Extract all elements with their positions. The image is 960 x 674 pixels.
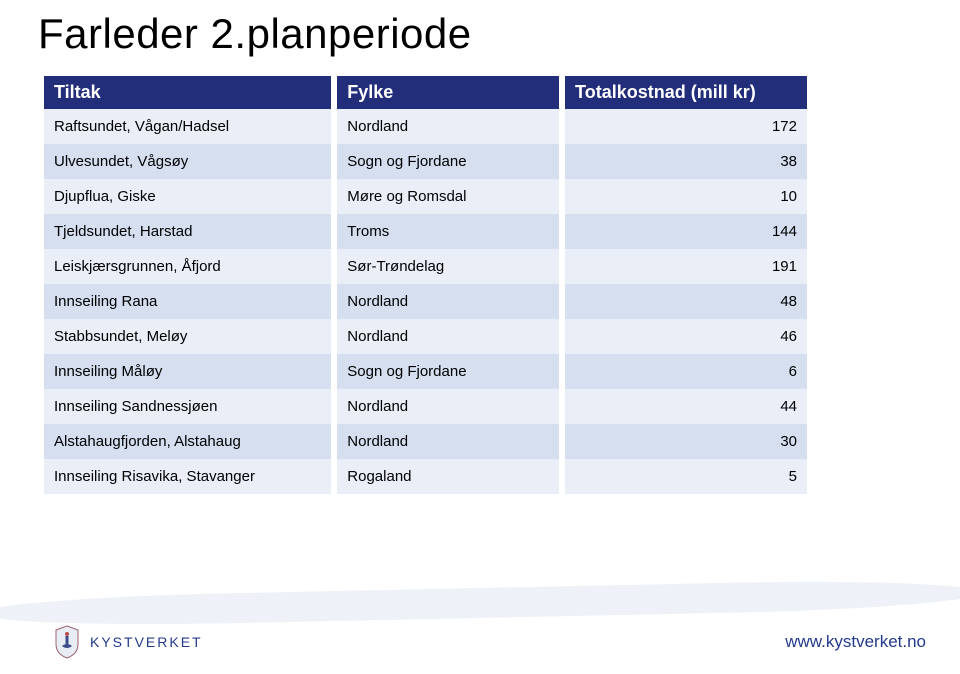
table-row: Innseiling MåløySogn og Fjordane6 [44, 354, 807, 389]
cell-total: 172 [565, 109, 807, 144]
table-row: Djupflua, GiskeMøre og Romsdal10 [44, 179, 807, 214]
cell-tiltak: Innseiling Måløy [44, 354, 331, 389]
crest-icon [52, 624, 82, 660]
cell-tiltak: Ulvesundet, Vågsøy [44, 144, 331, 179]
cell-fylke: Nordland [337, 284, 559, 319]
cell-total: 46 [565, 319, 807, 354]
table-header: Tiltak Fylke Totalkostnad (mill kr) [44, 76, 807, 109]
cell-tiltak: Innseiling Rana [44, 284, 331, 319]
cell-tiltak: Leiskjærsgrunnen, Åfjord [44, 249, 331, 284]
page-title: Farleder 2.planperiode [38, 10, 472, 58]
cell-tiltak: Raftsundet, Vågan/Hadsel [44, 109, 331, 144]
cell-total: 191 [565, 249, 807, 284]
cell-fylke: Nordland [337, 389, 559, 424]
table-row: Innseiling Risavika, StavangerRogaland5 [44, 459, 807, 494]
cell-fylke: Nordland [337, 424, 559, 459]
cell-tiltak: Tjeldsundet, Harstad [44, 214, 331, 249]
cell-total: 5 [565, 459, 807, 494]
table-row: Innseiling RanaNordland48 [44, 284, 807, 319]
cell-tiltak: Alstahaugfjorden, Alstahaug [44, 424, 331, 459]
cell-tiltak: Innseiling Sandnessjøen [44, 389, 331, 424]
col-fylke: Fylke [337, 76, 559, 109]
cell-fylke: Møre og Romsdal [337, 179, 559, 214]
page: Farleder 2.planperiode Tiltak Fylke Tota… [0, 0, 960, 674]
cell-total: 30 [565, 424, 807, 459]
cell-total: 6 [565, 354, 807, 389]
footer-band-shape [0, 578, 960, 629]
cell-fylke: Troms [337, 214, 559, 249]
cell-tiltak: Stabbsundet, Meløy [44, 319, 331, 354]
cell-total: 38 [565, 144, 807, 179]
cell-tiltak: Djupflua, Giske [44, 179, 331, 214]
footer-url: www.kystverket.no [785, 632, 926, 652]
cell-fylke: Sogn og Fjordane [337, 354, 559, 389]
col-total: Totalkostnad (mill kr) [565, 76, 807, 109]
cell-total: 44 [565, 389, 807, 424]
table-row: Tjeldsundet, HarstadTroms144 [44, 214, 807, 249]
cell-fylke: Sør-Trøndelag [337, 249, 559, 284]
cell-fylke: Nordland [337, 319, 559, 354]
col-tiltak: Tiltak [44, 76, 331, 109]
cost-table: Tiltak Fylke Totalkostnad (mill kr) Raft… [38, 76, 813, 494]
table-row: Leiskjærsgrunnen, ÅfjordSør-Trøndelag191 [44, 249, 807, 284]
table-row: Raftsundet, Vågan/HadselNordland172 [44, 109, 807, 144]
cell-total: 10 [565, 179, 807, 214]
main-table: Tiltak Fylke Totalkostnad (mill kr) Raft… [38, 76, 813, 494]
cell-total: 144 [565, 214, 807, 249]
table-row: Stabbsundet, MeløyNordland46 [44, 319, 807, 354]
table-row: Alstahaugfjorden, AlstahaugNordland30 [44, 424, 807, 459]
cell-fylke: Nordland [337, 109, 559, 144]
cell-fylke: Rogaland [337, 459, 559, 494]
table-row: Ulvesundet, VågsøySogn og Fjordane38 [44, 144, 807, 179]
table-body: Raftsundet, Vågan/HadselNordland172Ulves… [44, 109, 807, 494]
footer: KYSTVERKET www.kystverket.no [0, 574, 960, 674]
cell-total: 48 [565, 284, 807, 319]
table-row: Innseiling SandnessjøenNordland44 [44, 389, 807, 424]
org-name: KYSTVERKET [90, 634, 203, 650]
cell-fylke: Sogn og Fjordane [337, 144, 559, 179]
cell-tiltak: Innseiling Risavika, Stavanger [44, 459, 331, 494]
org-logo: KYSTVERKET [52, 624, 203, 660]
